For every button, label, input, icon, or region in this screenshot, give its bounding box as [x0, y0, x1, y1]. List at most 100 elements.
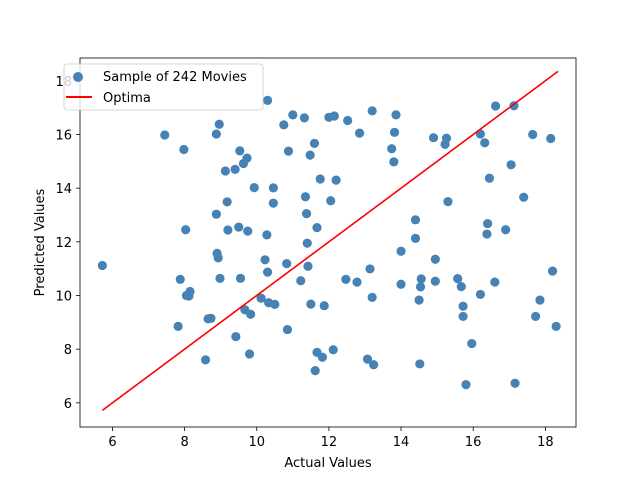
scatter-point: [387, 144, 397, 154]
scatter-point: [262, 95, 273, 106]
scatter-point: [483, 218, 493, 229]
scatter-point: [315, 174, 325, 184]
scatter-point: [220, 166, 230, 176]
scatter-point: [329, 111, 339, 121]
x-tick-label: 14: [393, 435, 410, 450]
scatter-point: [430, 254, 440, 264]
scatter-point: [282, 324, 293, 335]
scatter-point: [300, 192, 311, 202]
scatter-point: [206, 313, 216, 323]
scatter-point: [303, 261, 313, 271]
scatter-point: [231, 331, 241, 342]
y-tick-label: 6: [64, 397, 72, 412]
axes-frame: [79, 57, 577, 428]
scatter-point: [328, 345, 338, 355]
scatter-point: [242, 153, 252, 163]
scatter-point: [501, 225, 511, 235]
scatter-point: [305, 150, 315, 160]
scatter-point: [369, 360, 379, 370]
scatter-point: [456, 282, 466, 292]
scatter-point: [509, 101, 519, 111]
scatter-point: [354, 128, 365, 138]
scatter-point: [453, 273, 463, 284]
scatter-point: [270, 299, 280, 309]
scatter-point: [260, 255, 270, 265]
scatter-point: [317, 352, 328, 362]
scatter-point: [282, 258, 292, 269]
scatter-point: [173, 321, 183, 331]
scatter-point: [222, 197, 232, 207]
scatter-point: [309, 138, 320, 148]
scatter-point: [296, 276, 306, 286]
scatter-point: [443, 196, 453, 207]
scatter-point: [235, 273, 246, 283]
scatter-point: [243, 226, 253, 236]
scatter-point: [268, 198, 278, 208]
scatter-point: [262, 267, 273, 277]
y-tick-label: 12: [55, 236, 72, 251]
legend-box: [63, 63, 264, 111]
scatter-point: [179, 144, 189, 155]
x-axis-ticks: 6 8 10 12 14 16 18: [108, 427, 554, 450]
scatter-point: [367, 106, 377, 116]
scatter-point: [160, 130, 170, 140]
x-tick-label: 10: [248, 435, 265, 450]
scatter-point: [396, 246, 406, 256]
scatter-point: [279, 120, 289, 130]
scatter-point: [490, 277, 500, 287]
scatter-point: [551, 321, 561, 331]
x-axis-label: Actual Values: [284, 456, 372, 471]
legend-label-scatter: Sample of 242 Movies: [103, 70, 247, 85]
scatter-point: [213, 253, 223, 263]
scatter-point: [283, 146, 294, 156]
scatter-point: [211, 129, 221, 139]
scatter-point: [97, 260, 107, 271]
plot-area: [97, 70, 561, 412]
legend-label-line: Optima: [103, 91, 151, 106]
scatter-point: [256, 293, 266, 303]
scatter-point: [547, 266, 558, 276]
scatter-point: [343, 115, 353, 126]
scatter-point: [414, 295, 424, 305]
scatter-point: [506, 160, 516, 170]
scatter-point: [528, 129, 538, 140]
scatter-point: [546, 133, 556, 144]
scatter-point: [352, 277, 362, 287]
scatter-point: [268, 183, 278, 193]
y-tick-label: 8: [64, 343, 72, 358]
scatter-point: [367, 292, 377, 302]
optima-line: [101, 70, 559, 412]
scatter-point: [535, 295, 545, 305]
scatter-point: [467, 338, 477, 349]
scatter-point: [415, 359, 425, 369]
scatter-point: [310, 366, 320, 376]
scatter-point: [211, 209, 221, 219]
scatter-point: [299, 113, 309, 123]
x-tick-label: 16: [465, 435, 482, 450]
scatter-point: [185, 286, 195, 297]
scatter-point: [319, 301, 329, 311]
scatter-point: [302, 238, 312, 248]
scatter-point: [341, 274, 351, 284]
scatter-point: [530, 311, 541, 322]
x-tick-label: 18: [537, 435, 554, 450]
scatter-point: [410, 233, 421, 243]
x-tick-label: 8: [180, 435, 188, 450]
scatter-point: [200, 355, 211, 365]
scatter-point: [223, 225, 233, 235]
y-axis-label: Predicted Values: [33, 188, 48, 296]
scatter-point: [510, 378, 520, 388]
scatter-point: [331, 175, 341, 185]
legend-marker-scatter: [73, 72, 83, 82]
scatter-point: [301, 209, 312, 219]
scatter-point: [249, 183, 259, 193]
scatter-point: [415, 282, 426, 292]
scatter-point: [458, 301, 468, 311]
scatter-point: [244, 349, 255, 359]
scatter-point: [288, 110, 298, 120]
scatter-point: [262, 230, 272, 240]
scatter-point: [490, 101, 501, 111]
y-tick-label: 10: [55, 290, 72, 305]
x-tick-label: 12: [321, 435, 338, 450]
